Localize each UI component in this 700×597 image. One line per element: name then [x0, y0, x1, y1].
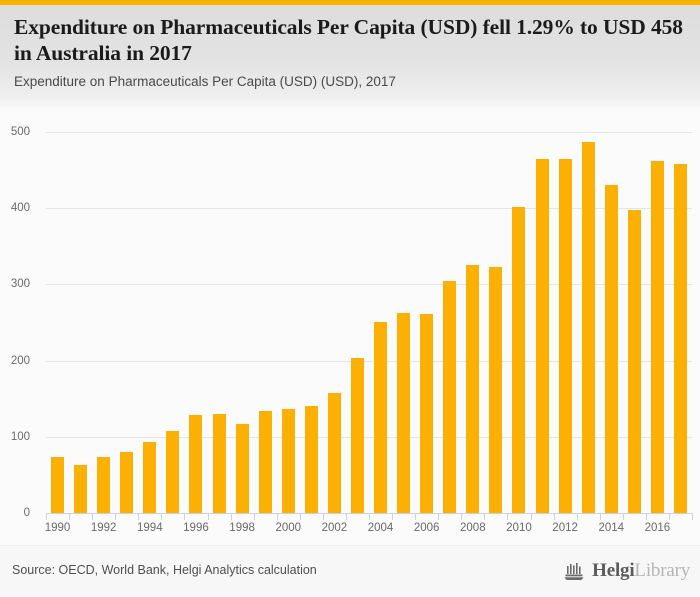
x-axis-tick-label: 1998 [229, 522, 255, 534]
x-axis-tick [668, 513, 670, 520]
x-axis-tick [369, 513, 370, 520]
bar[interactable] [74, 465, 88, 513]
x-axis-tick-label: 2008 [460, 522, 486, 534]
bar[interactable] [212, 413, 226, 513]
bar[interactable] [397, 313, 411, 513]
x-axis-tick [622, 513, 624, 520]
bar[interactable] [627, 209, 641, 513]
x-axis-tick [69, 513, 71, 520]
plot-area: 0 100 200 300 400 500 1990 1992 1994 1996 1998 200… [11, 126, 693, 534]
x-axis-tick [138, 513, 140, 520]
x-axis-tick [507, 513, 509, 520]
x-axis-tick [184, 513, 186, 520]
logo-text-secondary: Library [634, 560, 690, 581]
bar[interactable] [258, 410, 272, 513]
bar[interactable] [443, 281, 457, 513]
x-axis-tick-label: 2006 [413, 522, 440, 534]
page-title: Expenditure on Pharmaceuticals Per Capit… [14, 15, 683, 65]
y-axis-tick-label: 400 [10, 202, 30, 215]
x-axis-tick [576, 513, 578, 520]
x-axis-tick [438, 513, 440, 520]
y-axis-tick-label: 300 [10, 278, 30, 291]
bar[interactable] [281, 409, 295, 513]
source-note: Source: OECD, World Bank, Helgi Analytic… [12, 563, 317, 577]
x-axis-tick-label: 2000 [275, 522, 302, 534]
bar[interactable] [558, 159, 572, 513]
x-axis-tick [161, 513, 163, 520]
x-axis-tick [461, 513, 463, 520]
gridline [46, 436, 692, 438]
bar[interactable] [235, 423, 249, 513]
x-axis-tick-label: 1990 [44, 522, 71, 534]
x-axis-tick-label: 2004 [367, 522, 394, 534]
bar[interactable] [51, 456, 65, 513]
bar[interactable] [420, 314, 434, 513]
x-axis-tick [322, 513, 324, 520]
bar[interactable] [535, 158, 549, 513]
y-axis-tick-label: 100 [10, 430, 30, 443]
y-axis-tick-label: 500 [10, 126, 30, 138]
x-axis-tick [415, 513, 417, 520]
x-axis-tick [276, 513, 278, 520]
x-axis-tick [207, 513, 209, 520]
x-axis-tick [92, 513, 94, 520]
x-axis-tick-label: 1996 [183, 522, 209, 534]
bar[interactable] [304, 406, 318, 513]
bar[interactable] [512, 207, 526, 513]
x-axis-tick [530, 513, 532, 520]
x-axis-tick [599, 513, 601, 520]
x-axis-tick [253, 513, 255, 520]
x-axis-tick [392, 513, 394, 520]
chart-canvas: 0 100 200 300 400 500 1990 1992 1994 1996 1998 200… [0, 108, 700, 545]
x-axis-tick-label: 2016 [644, 522, 671, 534]
bar[interactable] [327, 392, 341, 513]
bar[interactable] [604, 184, 618, 513]
x-axis-tick [692, 513, 693, 520]
bar[interactable] [466, 264, 480, 513]
bar[interactable] [673, 164, 687, 513]
chart-header: Expenditure on Pharmaceuticals Per Capit… [0, 5, 700, 108]
accent-top-rule [0, 0, 700, 5]
bar[interactable] [189, 415, 203, 513]
chart-footer: Source: OECD, World Bank, Helgi Analytic… [0, 545, 700, 597]
x-axis-tick-label: 1992 [90, 522, 117, 534]
x-axis-tick [553, 513, 555, 520]
helgi-library-logo[interactable]: HelgiLibrary [564, 560, 690, 581]
y-axis-tick-label: 0 [23, 507, 30, 519]
x-axis-tick [115, 513, 117, 520]
bar[interactable] [166, 430, 180, 513]
bar[interactable] [489, 266, 503, 513]
y-axis-tick-label: 200 [10, 354, 30, 367]
x-axis-tick-label: 2002 [321, 522, 348, 534]
x-axis-tick-label: 2010 [506, 522, 532, 534]
bar[interactable] [120, 452, 134, 513]
bar-series [46, 132, 692, 513]
bar[interactable] [650, 160, 664, 513]
library-building-icon [564, 563, 584, 580]
gridline [46, 284, 692, 286]
x-axis-tick-label: 2014 [598, 522, 625, 534]
page-subtitle: Expenditure on Pharmaceuticals Per Capit… [14, 74, 396, 89]
bar[interactable] [350, 357, 364, 513]
bar[interactable] [143, 442, 157, 513]
bar[interactable] [97, 457, 111, 513]
x-axis-tick [230, 513, 232, 520]
bar[interactable] [374, 321, 388, 513]
gridline [46, 132, 692, 133]
logo-text-primary: Helgi [592, 560, 635, 581]
x-axis-tick-label: 2012 [552, 522, 578, 534]
gridline [46, 360, 692, 362]
x-axis-tick [645, 513, 647, 520]
x-axis-tick-label: 1994 [137, 522, 163, 534]
x-axis-tick [345, 513, 347, 520]
x-axis-tick [46, 513, 47, 520]
x-axis-tick [299, 513, 301, 520]
x-axis-tick [484, 513, 486, 520]
gridline [46, 208, 692, 210]
bar[interactable] [581, 141, 595, 513]
